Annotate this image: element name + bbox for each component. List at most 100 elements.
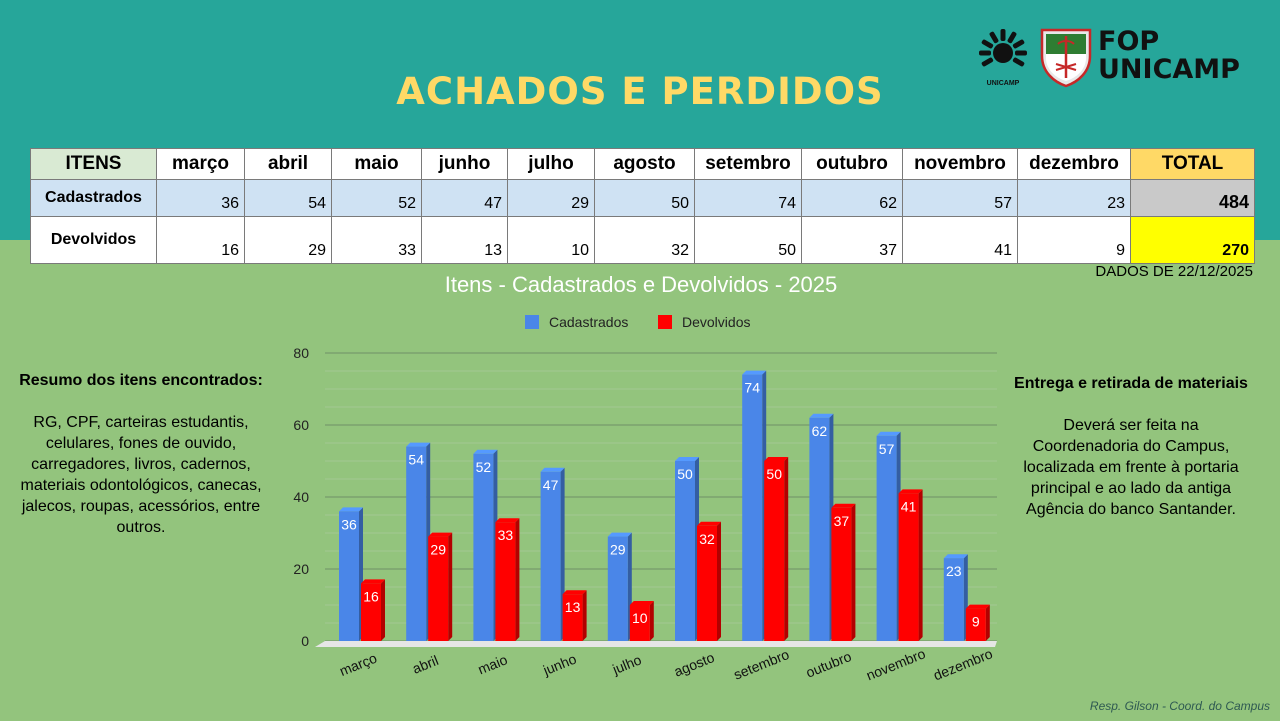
bar-top [876,431,901,436]
header-month: setembro [694,148,802,180]
x-tick-label: agosto [672,649,717,680]
data-label: 41 [901,498,917,514]
x-tick-label: novembro [864,645,928,683]
bar-cadastrados [607,536,628,641]
data-label: 62 [812,423,828,439]
x-tick-label: maio [475,651,509,677]
bar-top [742,370,767,375]
bar-devolvidos [697,525,717,641]
header-month: abril [244,148,332,180]
bar-top [697,521,721,526]
header-itens: ITENS [30,148,157,180]
data-label: 29 [610,542,626,558]
right-delivery-panel: Entrega e retirada de materiais Deverá s… [1012,373,1250,520]
data-label: 47 [543,477,559,493]
header-month: março [156,148,245,180]
footer-credit: Resp. Gilson - Coord. do Campus [1089,699,1270,713]
x-tick-label: março [337,650,379,679]
header-month: maio [331,148,422,180]
legend-label: Cadastrados [549,314,628,330]
bar-top [898,489,923,494]
table-cell: 50 [694,216,802,264]
table-cell: 47 [421,179,508,217]
bar-cadastrados [876,435,897,641]
table-cell: 36 [156,179,245,217]
bar-cadastrados [540,471,561,641]
data-label: 74 [744,380,760,396]
bar-side [851,503,856,641]
bar-top [831,503,856,508]
table-cell: 57 [902,179,1018,217]
header-month: dezembro [1017,148,1131,180]
fop-crest-logo [1040,28,1092,88]
bar-top [495,518,520,523]
row-label: Devolvidos [30,216,157,264]
data-label: 13 [565,599,581,615]
header-month: agosto [594,148,695,180]
bar-chart: Itens - Cadastrados e Devolvidos - 2025 … [293,272,997,683]
bar-devolvidos [898,493,919,641]
bar-top [809,413,834,418]
table-cell: 29 [244,216,332,264]
legend-swatch [525,315,539,329]
bar-devolvidos [764,461,785,641]
bar-cadastrados [473,453,494,641]
table-cell: 50 [594,179,695,217]
summary-heading: Resumo dos itens encontrados: [19,372,263,389]
chart-bars: 36 16 54 29 52 33 47 13 29 10 50 32 74 50 62 37 57 41 23 9 [339,370,990,641]
data-label: 33 [498,527,514,543]
x-tick-label: junho [540,650,579,678]
data-label: 52 [476,459,492,475]
bar-side [649,601,654,641]
bar-top [764,457,789,461]
bar-side [784,457,789,641]
x-tick-label: setembro [731,646,791,683]
header-month: outubro [801,148,903,180]
table-cell: 62 [801,179,903,217]
page-title: ACHADOS E PERDIDOS [396,70,884,113]
bar-cadastrados [675,461,695,641]
unicamp-caption: UNICAMP [987,80,1020,87]
y-tick-label: 40 [293,489,309,505]
table-header-row: ITENS março abril maio junho julho agost… [30,148,1255,180]
legend-label: Devolvidos [682,314,750,330]
table-cell: 9 [1017,216,1131,264]
data-label: 23 [946,563,962,579]
bar-cadastrados [809,417,830,641]
items-table: ITENS março abril maio junho julho agost… [30,148,1255,264]
bar-top [406,442,431,447]
bar-cadastrados [742,374,763,641]
data-label: 9 [972,614,980,630]
table-cell: 10 [507,216,595,264]
data-label: 50 [766,466,782,482]
table-cell: 29 [507,179,595,217]
table-cell: 52 [331,179,422,217]
logo-line-unicamp: UNICAMP [1098,54,1240,85]
table-cell: 16 [156,216,245,264]
data-label: 57 [879,441,895,457]
header-total: TOTAL [1130,148,1255,180]
unicamp-logo: UNICAMP [979,29,1027,87]
total-cell: 484 [1130,179,1255,217]
header-month: novembro [902,148,1018,180]
logo-area: UNICAMP FOP UNICAMP [972,26,1262,90]
bar-top [562,590,587,595]
delivery-body: Deverá ser feita na Coordenadoria do Cam… [1023,417,1239,518]
table-cell: 41 [902,216,1018,264]
bar-top [629,601,654,605]
data-label: 54 [408,452,424,468]
table-cell: 23 [1017,179,1131,217]
summary-body: RG, CPF, carteiras estudantis, celulares… [20,414,262,536]
header-month: julho [507,148,595,180]
table-cell: 54 [244,179,332,217]
y-tick-label: 0 [301,633,309,649]
x-tick-label: dezembro [931,645,995,683]
delivery-heading: Entrega e retirada de materiais [1014,375,1248,392]
bar-top [428,532,453,537]
y-tick-label: 80 [293,345,309,361]
fop-unicamp-wordmark: FOP UNICAMP [1098,28,1240,84]
chart-floor [315,641,997,647]
bar-top [675,457,699,461]
bar-side [918,489,923,641]
bar-cadastrados [339,511,359,641]
